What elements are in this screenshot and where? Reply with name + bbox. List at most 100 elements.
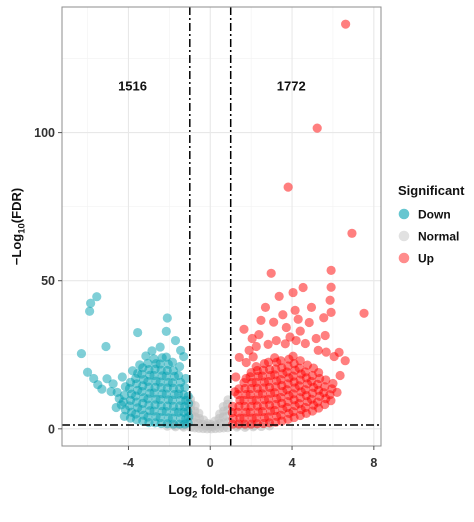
point-down bbox=[117, 372, 127, 382]
point-up bbox=[278, 310, 288, 320]
point-up bbox=[234, 352, 244, 363]
point-up bbox=[319, 313, 329, 323]
point-up bbox=[347, 228, 357, 238]
point-up bbox=[241, 357, 251, 368]
point-down bbox=[133, 327, 143, 338]
x-axis-title-subscript: 2 bbox=[192, 490, 197, 501]
point-up bbox=[300, 338, 310, 349]
point-up bbox=[313, 345, 323, 355]
legend-title: Significant bbox=[398, 183, 465, 198]
x-tick-label: 8 bbox=[370, 456, 377, 470]
point-up bbox=[328, 378, 338, 389]
x-axis-title-main: Log bbox=[168, 482, 192, 497]
point-up bbox=[288, 287, 298, 298]
y-axis-title-main: −Log bbox=[9, 234, 24, 265]
threshold-lines bbox=[62, 7, 381, 446]
point-down bbox=[97, 384, 107, 394]
point-down bbox=[173, 370, 184, 381]
point-down bbox=[161, 326, 171, 336]
point-down bbox=[183, 391, 193, 401]
x-tick-label: 0 bbox=[207, 456, 214, 470]
point-up bbox=[274, 291, 284, 302]
point-down bbox=[181, 373, 191, 384]
y-tick-label: 100 bbox=[34, 126, 55, 140]
point-up bbox=[321, 347, 331, 357]
point-up bbox=[244, 345, 254, 355]
point-down bbox=[111, 402, 121, 413]
legend-key-down bbox=[398, 208, 410, 220]
point-up bbox=[326, 265, 336, 275]
point-up bbox=[271, 335, 281, 346]
point-up bbox=[231, 372, 241, 382]
point-up bbox=[314, 367, 324, 378]
point-down bbox=[108, 379, 118, 389]
point-up bbox=[311, 333, 321, 344]
point-up bbox=[293, 314, 303, 324]
point-down bbox=[82, 367, 93, 377]
legend: Significant Down Normal Up bbox=[398, 183, 465, 266]
point-up bbox=[320, 382, 330, 392]
point-down bbox=[179, 351, 189, 362]
point-down bbox=[102, 374, 112, 384]
point-up bbox=[295, 326, 305, 336]
point-up bbox=[326, 307, 336, 317]
x-axis-title-tail: fold-change bbox=[201, 482, 275, 497]
point-down bbox=[149, 354, 159, 364]
point-up bbox=[332, 387, 342, 397]
point-up bbox=[256, 315, 266, 325]
point-up bbox=[304, 317, 314, 328]
legend-label-normal: Normal bbox=[418, 230, 459, 244]
point-up bbox=[251, 341, 261, 352]
point-up bbox=[335, 370, 345, 381]
x-tick-label: -4 bbox=[123, 456, 134, 470]
point-up bbox=[254, 330, 264, 340]
point-down bbox=[119, 390, 129, 400]
x-axis-title: Log2 fold-change bbox=[168, 482, 274, 501]
point-up bbox=[341, 19, 351, 29]
point-up bbox=[260, 302, 271, 312]
point-down bbox=[162, 313, 172, 323]
y-axis-title-tail: (FDR) bbox=[9, 188, 24, 223]
data-points bbox=[76, 19, 369, 434]
x-tick-label: 4 bbox=[289, 456, 296, 470]
point-up bbox=[285, 332, 295, 342]
point-down bbox=[76, 348, 87, 359]
point-up bbox=[247, 333, 257, 344]
point-down bbox=[92, 292, 102, 302]
point-up bbox=[269, 317, 279, 327]
point-up bbox=[340, 356, 350, 366]
point-up bbox=[298, 282, 308, 293]
point-up bbox=[230, 387, 240, 397]
point-down bbox=[167, 357, 178, 367]
legend-label-up: Up bbox=[418, 252, 434, 266]
plot-panel-border bbox=[61, 6, 382, 447]
y-axis-title: −Log10(FDR) bbox=[9, 188, 28, 265]
point-up bbox=[251, 362, 261, 372]
point-down bbox=[147, 346, 157, 356]
point-up bbox=[280, 339, 290, 349]
point-down bbox=[141, 351, 151, 361]
point-down bbox=[170, 335, 181, 346]
point-down bbox=[161, 352, 171, 362]
legend-key-up bbox=[398, 252, 410, 264]
point-up bbox=[320, 330, 330, 341]
plot-panel-background bbox=[62, 7, 381, 446]
point-up bbox=[239, 324, 249, 334]
y-tick-label: 0 bbox=[48, 422, 55, 436]
point-up bbox=[334, 347, 344, 357]
x-axis: -4 0 4 8 bbox=[123, 446, 377, 470]
point-up bbox=[312, 123, 322, 133]
count-label-down: 1516 bbox=[118, 79, 147, 94]
point-up bbox=[321, 375, 331, 385]
y-axis-title-subscript: 10 bbox=[17, 223, 28, 234]
point-up bbox=[288, 351, 298, 361]
point-up bbox=[281, 322, 291, 333]
point-down bbox=[174, 362, 185, 372]
point-up bbox=[359, 308, 369, 318]
point-down bbox=[86, 298, 96, 308]
point-normal bbox=[194, 408, 204, 418]
point-up bbox=[276, 356, 286, 366]
point-down bbox=[180, 382, 190, 392]
point-down bbox=[155, 342, 165, 352]
